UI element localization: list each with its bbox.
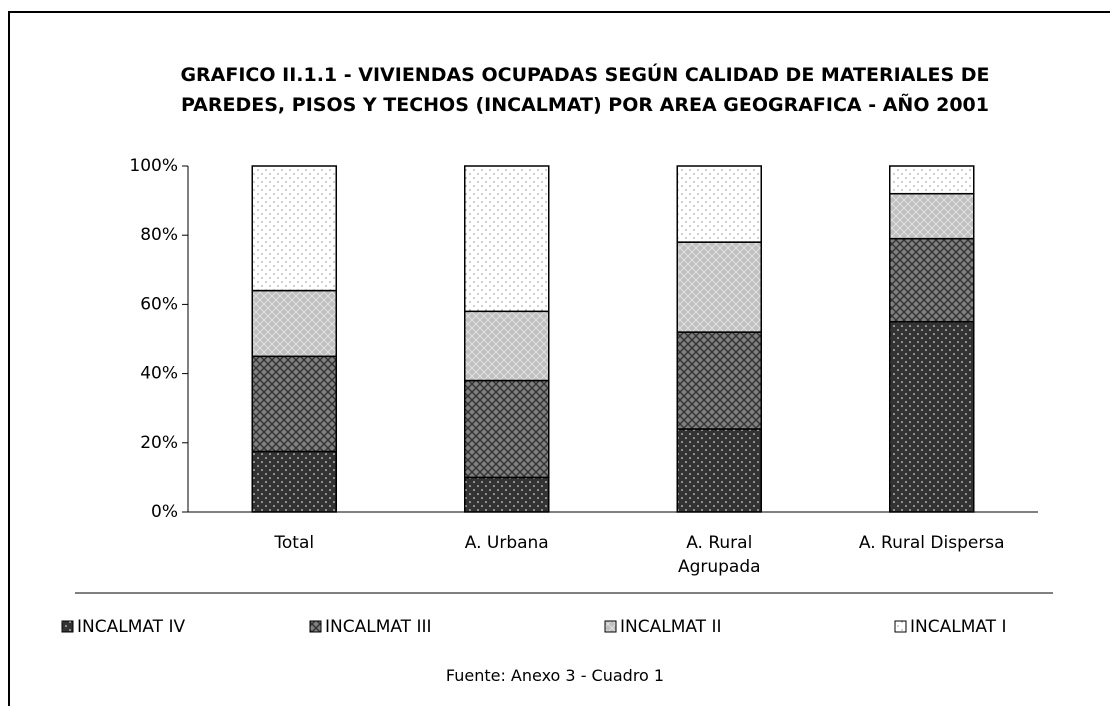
chart-title: GRAFICO II.1.1 - VIVIENDAS OCUPADAS SEGÚ…: [180, 64, 990, 116]
bar-segment: [676, 331, 762, 430]
bar-segment: [889, 320, 975, 513]
legend-swatch: [61, 620, 74, 633]
bar-segment: [889, 237, 975, 323]
legend-label: INCALMAT III: [325, 617, 432, 637]
x-tick-label: A. Rural Agrupada: [677, 533, 761, 577]
bar-segment: [676, 428, 762, 513]
bar-segment: [464, 476, 550, 513]
legend-label: INCALMAT II: [620, 617, 722, 637]
y-tick-label: 20%: [140, 433, 178, 453]
legend-label: INCALMAT I: [910, 617, 1006, 637]
bar-segment: [676, 241, 762, 333]
x-tick-label: A. Rural Dispersa: [858, 533, 1005, 553]
y-tick-label: 40%: [140, 364, 178, 384]
y-tick-label: 0%: [151, 502, 178, 522]
bar-segment: [251, 165, 337, 292]
x-tick-label: Total: [274, 533, 315, 553]
legend-swatch: [894, 620, 907, 633]
x-tick-label: A. Urbana: [464, 533, 549, 553]
bar-segment: [889, 165, 975, 195]
bar-segment: [464, 165, 550, 313]
bar-segment: [251, 355, 337, 453]
y-tick-label: 100%: [129, 156, 178, 176]
y-tick-label: 60%: [140, 294, 178, 314]
bar-segment: [251, 289, 337, 358]
frame: [8, 11, 1110, 706]
bar-segment: [464, 379, 550, 479]
bar-segment: [676, 165, 762, 243]
legend-swatch: [604, 620, 617, 633]
legend-label: INCALMAT IV: [77, 617, 185, 637]
bar-segment: [464, 310, 550, 382]
bar-segment: [889, 192, 975, 240]
bar-segment: [251, 450, 337, 513]
y-tick-label: 80%: [140, 225, 178, 245]
legend-swatch: [309, 620, 322, 633]
source-note: Fuente: Anexo 3 - Cuadro 1: [445, 666, 665, 685]
